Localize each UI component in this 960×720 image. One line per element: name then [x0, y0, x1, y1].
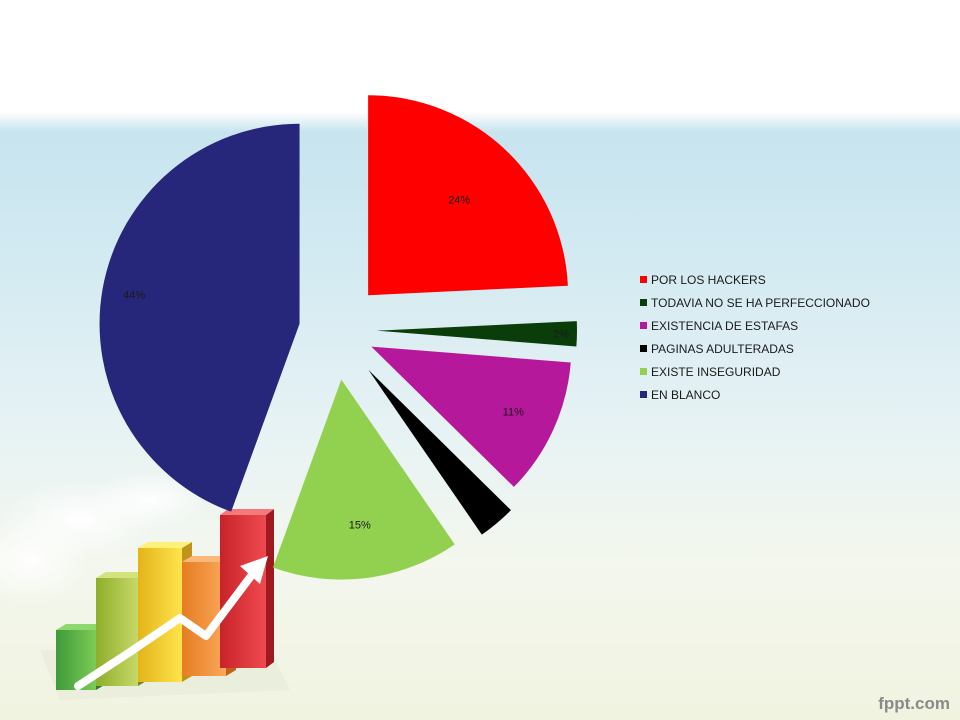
watermark: fppt.com: [878, 694, 950, 713]
slice-label-5: 15%: [349, 519, 371, 531]
legend-swatch: [640, 276, 647, 283]
legend-label: POR LOS HACKERS: [651, 272, 766, 287]
legend-swatch: [640, 391, 647, 398]
legend-label: PAGINAS ADULTERADAS: [651, 341, 794, 356]
legend-label: EXISTE INSEGURIDAD: [651, 364, 781, 379]
slice-label-2: 2%: [553, 329, 569, 341]
legend-item: POR LOS HACKERS: [640, 268, 870, 291]
pie-slice-6: [99, 123, 300, 512]
pie-slice-5: [272, 379, 455, 580]
legend-swatch: [640, 322, 647, 329]
slice-label-6: 44%: [123, 290, 145, 302]
legend-item: PAGINAS ADULTERADAS: [640, 337, 870, 360]
legend-label: TODAVIA NO SE HA PERFECCIONADO: [651, 295, 870, 310]
legend-item: EXISTE INSEGURIDAD: [640, 360, 870, 383]
legend-label: EXISTENCIA DE ESTAFAS: [651, 318, 799, 333]
chart-legend: POR LOS HACKERS TODAVIA NO SE HA PERFECCI…: [640, 268, 870, 406]
legend-label: EN BLANCO: [651, 387, 721, 402]
legend-swatch: [640, 345, 647, 352]
slice-label-3: 11%: [503, 406, 524, 418]
legend-item: TODAVIA NO SE HA PERFECCIONADO: [640, 291, 870, 314]
legend-item: EXISTENCIA DE ESTAFAS: [640, 314, 870, 337]
legend-swatch: [640, 299, 647, 306]
pie-slice-2: [376, 321, 577, 347]
legend-swatch: [640, 368, 647, 375]
pie-slice-3: [371, 346, 571, 487]
pie-slice-4: [368, 369, 511, 535]
slice-label-1: 24%: [448, 195, 470, 207]
pie-slice-1: [368, 95, 568, 296]
legend-item: EN BLANCO: [640, 383, 870, 406]
